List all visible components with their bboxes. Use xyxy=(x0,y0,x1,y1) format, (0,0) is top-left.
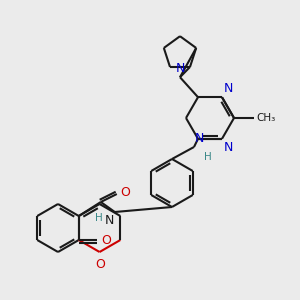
Text: CH₃: CH₃ xyxy=(256,113,275,123)
Text: N: N xyxy=(104,214,114,227)
Text: O: O xyxy=(96,258,106,271)
Text: H: H xyxy=(204,152,212,162)
Text: N: N xyxy=(175,62,185,75)
Text: N: N xyxy=(224,82,233,95)
Text: H: H xyxy=(95,213,103,223)
Text: O: O xyxy=(101,233,111,247)
Text: N: N xyxy=(195,132,204,145)
Text: O: O xyxy=(120,185,130,199)
Text: N: N xyxy=(224,141,233,154)
